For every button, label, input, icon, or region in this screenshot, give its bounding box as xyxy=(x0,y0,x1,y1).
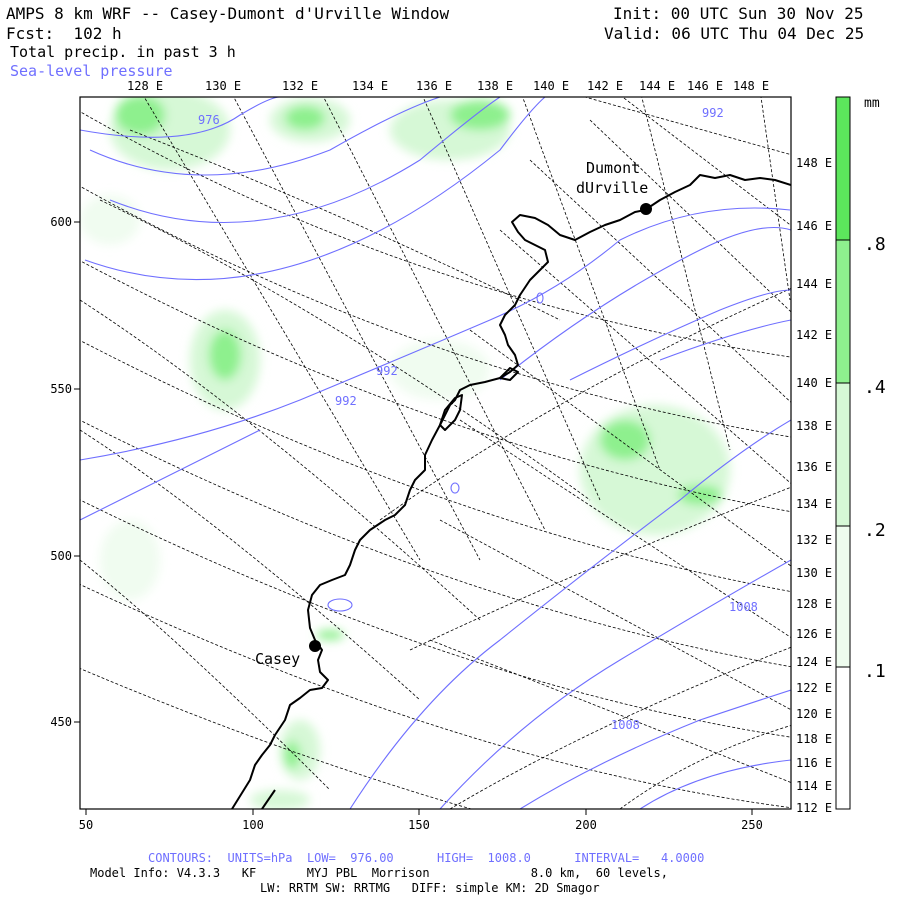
lon-label: 116 E xyxy=(796,756,832,770)
contour-info: CONTOURS: UNITS=hPa LOW= 976.00 HIGH= 10… xyxy=(148,851,705,865)
lon-label: 144 E xyxy=(639,79,675,93)
lon-label: 146 E xyxy=(796,219,832,233)
contour-label: 1008 xyxy=(611,718,640,732)
top-longitude-labels: 128 E 130 E 132 E 134 E 136 E 138 E 140 … xyxy=(127,79,769,93)
lon-label: 128 E xyxy=(127,79,163,93)
lon-label: 146 E xyxy=(687,79,723,93)
station-marker xyxy=(640,203,652,215)
lon-label: 142 E xyxy=(796,328,832,342)
colorbar: mm .8 .4 .2 .1 xyxy=(835,96,886,810)
contour-label: 992 xyxy=(335,394,357,408)
lon-label: 122 E xyxy=(796,681,832,695)
lon-label: 118 E xyxy=(796,732,832,746)
colorbar-segment-light xyxy=(836,383,850,526)
y-axis-labels: 600 550 500 450 xyxy=(50,215,72,729)
lon-label: 134 E xyxy=(796,497,832,511)
x-tick-label: 250 xyxy=(741,818,763,832)
colorbar-label: .2 xyxy=(864,520,886,541)
x-tick-label: 100 xyxy=(242,818,264,832)
contour-label: 992 xyxy=(376,364,398,378)
station-dumont: Dumont dUrville xyxy=(576,159,652,215)
lon-label: 140 E xyxy=(796,376,832,390)
lon-label: 126 E xyxy=(796,627,832,641)
precip-shading xyxy=(80,97,730,809)
x-axis-labels: 50 100 150 200 250 xyxy=(79,818,763,832)
colorbar-segment-trace xyxy=(836,526,850,667)
plot-frame xyxy=(79,96,792,810)
x-tick-label: 50 xyxy=(79,818,93,832)
overlay-name: Sea-level pressure xyxy=(10,62,173,80)
lon-label: 128 E xyxy=(796,597,832,611)
colorbar-label: .1 xyxy=(864,661,886,682)
station-label: dUrville xyxy=(576,179,648,197)
colorbar-segment-heavy xyxy=(836,97,850,240)
colorbar-label: .8 xyxy=(864,234,886,255)
init-time: Init: 00 UTC Sun 30 Nov 25 xyxy=(613,4,864,23)
x-tick-label: 150 xyxy=(408,818,430,832)
lon-label: 136 E xyxy=(416,79,452,93)
colorbar-segment-none xyxy=(836,667,850,809)
map-title: AMPS 8 km WRF -- Casey-Dumont d'Urville … xyxy=(6,4,450,23)
lon-label: 120 E xyxy=(796,707,832,721)
lon-label: 136 E xyxy=(796,460,832,474)
lon-label: 132 E xyxy=(796,533,832,547)
y-tick-label: 600 xyxy=(50,215,72,229)
x-axis-ticks xyxy=(85,809,753,815)
lon-label: 138 E xyxy=(796,419,832,433)
lon-label: 124 E xyxy=(796,655,832,669)
lon-label: 148 E xyxy=(796,156,832,170)
lon-label: 134 E xyxy=(352,79,388,93)
valid-time: Valid: 06 UTC Thu 04 Dec 25 xyxy=(604,24,865,43)
station-label: Casey xyxy=(255,650,300,668)
contour-label: 1008 xyxy=(729,600,758,614)
pressure-contours xyxy=(80,97,791,809)
field-name: Total precip. in past 3 h xyxy=(10,43,236,61)
model-info-physics: LW: RRTM SW: RRTMG DIFF: simple KM: 2D S… xyxy=(260,881,600,895)
lon-label: 130 E xyxy=(796,566,832,580)
coastline xyxy=(231,174,791,809)
lon-label: 140 E xyxy=(533,79,569,93)
colorbar-unit: mm xyxy=(864,96,880,111)
lon-label: 114 E xyxy=(796,779,832,793)
station-casey: Casey xyxy=(255,640,321,668)
contour-label: 976 xyxy=(198,113,220,127)
latlon-grid xyxy=(80,97,791,809)
forecast-hour: Fcst: 102 h xyxy=(6,24,122,43)
contour-labels: 976 992 992 992 1008 1008 xyxy=(198,106,758,732)
lon-label: 144 E xyxy=(796,277,832,291)
lon-label: 138 E xyxy=(477,79,513,93)
lon-label: 112 E xyxy=(796,801,832,815)
lon-label: 148 E xyxy=(733,79,769,93)
contour-label: 992 xyxy=(702,106,724,120)
y-tick-label: 450 xyxy=(50,715,72,729)
colorbar-label: .4 xyxy=(864,377,886,398)
station-marker xyxy=(309,640,321,652)
y-tick-label: 550 xyxy=(50,382,72,396)
lon-label: 142 E xyxy=(587,79,623,93)
x-tick-label: 200 xyxy=(575,818,597,832)
lon-label: 130 E xyxy=(205,79,241,93)
right-longitude-labels: 148 E 146 E 144 E 142 E 140 E 138 E 136 … xyxy=(796,156,832,815)
station-label: Dumont xyxy=(586,159,640,177)
colorbar-segment-mid xyxy=(836,240,850,383)
model-info: Model Info: V4.3.3 KF MYJ PBL Morrison 8… xyxy=(90,866,668,880)
y-tick-label: 500 xyxy=(50,549,72,563)
y-axis-ticks xyxy=(74,221,80,723)
lon-label: 132 E xyxy=(282,79,318,93)
